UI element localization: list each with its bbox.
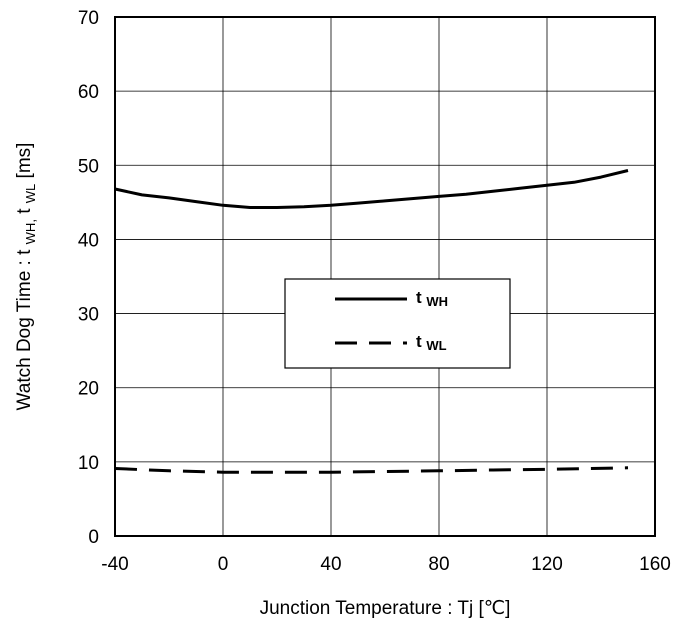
y-tick-label: 50 <box>78 156 99 177</box>
legend-label-twh-sub: WH <box>426 294 448 309</box>
y-axis-label: Watch Dog Time : t WH, t WL [ms] <box>14 143 40 411</box>
y-tick-label: 70 <box>78 8 99 29</box>
x-tick-labels: -40 0 40 80 120 160 <box>101 554 671 575</box>
y-axis-label-suffix: [ms] <box>14 143 35 179</box>
y-tick-label: 20 <box>78 379 99 400</box>
x-tick-label: 40 <box>320 554 341 575</box>
legend-label-twl: t WL <box>416 332 447 353</box>
legend-label-twl-prefix: t <box>416 332 422 351</box>
legend-label-twh-prefix: t <box>416 288 422 307</box>
y-axis-label-sub2: WL <box>23 184 38 204</box>
y-axis-label-sub1: WH, <box>23 219 38 244</box>
series-line-solid <box>114 169 629 209</box>
y-axis-label-mid: t <box>14 208 35 214</box>
y-tick-label: 30 <box>78 305 99 326</box>
series-line-dashed <box>114 466 629 474</box>
legend-label-twl-sub: WL <box>426 338 446 353</box>
plot-frame <box>114 16 656 537</box>
y-tick-label: 0 <box>88 527 99 548</box>
legend-box <box>284 278 511 369</box>
x-axis-label: Junction Temperature : Tj [℃] <box>260 598 511 619</box>
legend-label-twh: t WH <box>416 288 448 309</box>
x-tick-label: -40 <box>101 554 128 575</box>
legend: t WH t WL <box>284 278 511 369</box>
y-tick-label: 10 <box>78 453 99 474</box>
series-layer <box>114 169 629 474</box>
y-tick-label: 60 <box>78 82 99 103</box>
x-tick-label: 160 <box>639 554 671 575</box>
y-tick-label: 40 <box>78 230 99 251</box>
y-axis-label-prefix: Watch Dog Time : t <box>14 249 35 411</box>
x-tick-label: 80 <box>428 554 449 575</box>
x-tick-label: 120 <box>531 554 563 575</box>
y-tick-labels: 0 10 20 30 40 50 60 70 <box>78 8 99 548</box>
x-tick-label: 0 <box>218 554 229 575</box>
grid-lines <box>114 16 656 537</box>
